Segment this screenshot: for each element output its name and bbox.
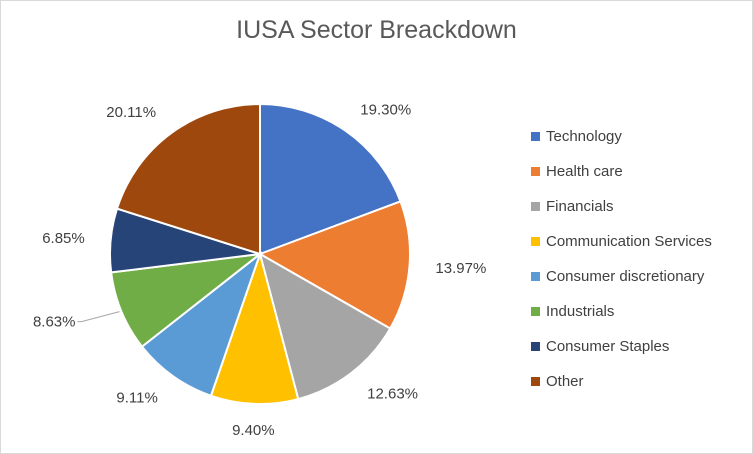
legend-label: Other bbox=[546, 373, 584, 390]
chart-title: IUSA Sector Breackdown bbox=[236, 16, 517, 44]
legend-swatch bbox=[531, 342, 540, 351]
legend-label: Consumer Staples bbox=[546, 338, 670, 355]
legend-item-industrials: Industrials bbox=[531, 294, 712, 329]
legend-label: Communication Services bbox=[546, 233, 712, 250]
legend-item-financials: Financials bbox=[531, 189, 712, 224]
legend-item-other: Other bbox=[531, 364, 712, 399]
legend-label: Financials bbox=[546, 198, 614, 215]
legend-label: Health care bbox=[546, 163, 623, 180]
data-label-industrials: 8.63% bbox=[33, 314, 76, 331]
data-label-other: 20.11% bbox=[106, 104, 156, 121]
legend-swatch bbox=[531, 307, 540, 316]
pie-slice-health-care bbox=[257, 200, 411, 330]
legend-item-technology: Technology bbox=[531, 119, 712, 154]
legend-item-consumer-discretionary: Consumer discretionary bbox=[531, 259, 712, 294]
pie-slice-technology bbox=[259, 102, 402, 256]
data-label-financials: 12.63% bbox=[367, 386, 418, 403]
legend-item-consumer-staples: Consumer Staples bbox=[531, 329, 712, 364]
data-label-consumer-staples: 6.85% bbox=[42, 230, 85, 247]
legend-swatch bbox=[531, 237, 540, 246]
pie-slice-other bbox=[115, 102, 261, 256]
legend-swatch bbox=[531, 167, 540, 176]
pie-slice-financials bbox=[258, 251, 392, 401]
label-leader-line bbox=[77, 311, 120, 323]
legend-swatch bbox=[531, 272, 540, 281]
legend-swatch bbox=[531, 377, 540, 386]
legend-item-communication-services: Communication Services bbox=[531, 224, 712, 259]
legend-swatch bbox=[531, 202, 540, 211]
data-label-health-care: 13.97% bbox=[435, 260, 486, 277]
legend-label: Technology bbox=[546, 128, 622, 145]
chart-legend: Technology Health care Financials Communica… bbox=[531, 119, 712, 399]
data-label-consumer-discretionary: 9.11% bbox=[116, 389, 157, 406]
legend-label: Consumer discretionary bbox=[546, 268, 705, 285]
legend-swatch bbox=[531, 132, 540, 141]
legend-item-health-care: Health care bbox=[531, 154, 712, 189]
legend-label: Industrials bbox=[546, 303, 615, 320]
pie-slice-communication-services bbox=[209, 250, 300, 405]
data-label-technology: 19.30% bbox=[360, 101, 411, 118]
pie-slice-consumer-discretionary bbox=[140, 251, 263, 398]
data-label-communication-services: 9.40% bbox=[232, 422, 275, 439]
